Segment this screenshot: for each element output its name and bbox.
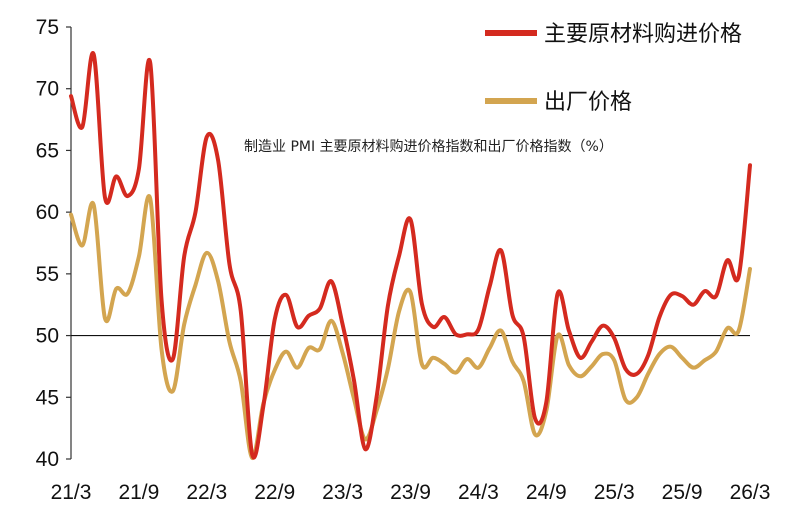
chart-title: 制造业 PMI 主要原材料购进价格指数和出厂价格指数（%） bbox=[244, 139, 613, 155]
legend-label-purchase: 主要原材料购进价格 bbox=[544, 22, 742, 47]
y-tick-label: 75 bbox=[36, 16, 59, 39]
x-tick-label: 23/3 bbox=[322, 481, 363, 504]
y-tick-label: 40 bbox=[36, 448, 59, 471]
y-tick-label: 45 bbox=[36, 386, 59, 409]
y-tick-label: 70 bbox=[36, 78, 59, 101]
axes bbox=[66, 26, 750, 460]
x-tick-label: 21/9 bbox=[118, 481, 159, 504]
x-tick-label: 25/3 bbox=[594, 481, 635, 504]
legend-label-output: 出厂价格 bbox=[544, 90, 632, 115]
series-group bbox=[69, 51, 752, 460]
x-tick-label: 21/3 bbox=[51, 481, 92, 504]
y-tick-label: 60 bbox=[36, 201, 59, 224]
tick-labels: 40 45 50 55 60 65 70 75 21/3 21/9 22/3 22/9 23/3 23/9… bbox=[36, 16, 771, 504]
y-tick-label: 65 bbox=[36, 139, 59, 162]
x-tick-label: 25/9 bbox=[662, 481, 703, 504]
x-tick-label: 23/9 bbox=[390, 481, 431, 504]
y-tick-label: 50 bbox=[36, 325, 59, 348]
y-tick-label: 55 bbox=[36, 263, 59, 286]
x-tick-label: 22/9 bbox=[254, 481, 295, 504]
series-line-purchase-price bbox=[69, 51, 752, 460]
x-tick-label: 22/3 bbox=[186, 481, 227, 504]
legend: 主要原材料购进价格 出厂价格 bbox=[485, 22, 742, 115]
series-line-output-price bbox=[69, 194, 752, 460]
x-tick-label: 26/3 bbox=[730, 481, 771, 504]
x-tick-label: 24/3 bbox=[458, 481, 499, 504]
x-tick-label: 24/9 bbox=[526, 481, 567, 504]
